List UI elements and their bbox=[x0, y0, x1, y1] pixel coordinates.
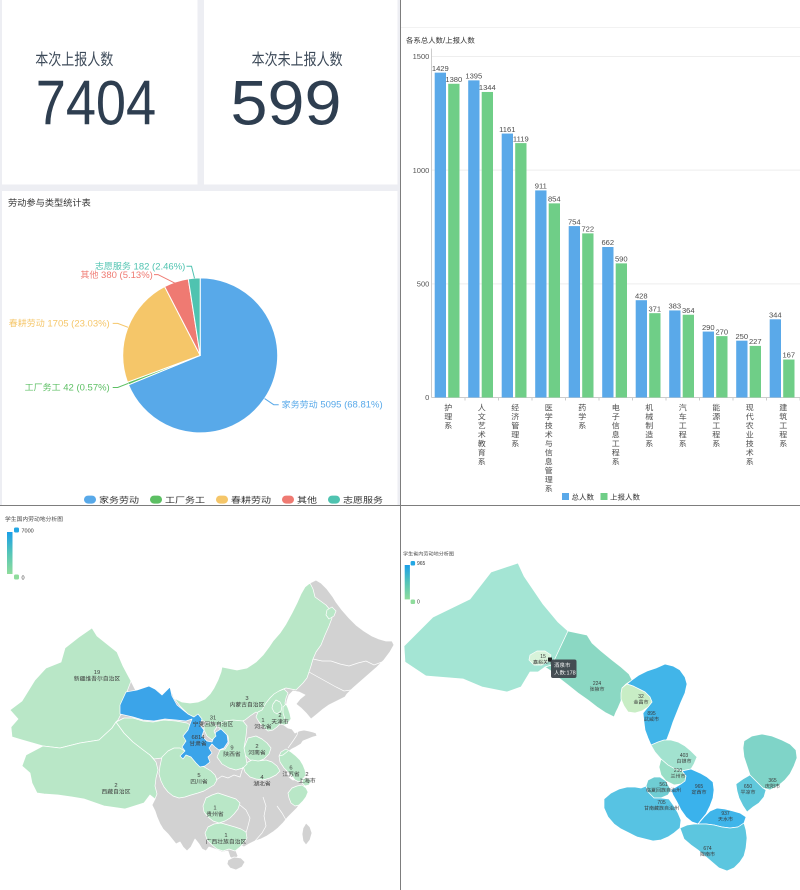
svg-text:224: 224 bbox=[593, 681, 602, 687]
svg-text:290: 290 bbox=[702, 323, 715, 332]
svg-text:722: 722 bbox=[581, 225, 594, 234]
svg-text:7404: 7404 bbox=[36, 69, 157, 139]
svg-text:2: 2 bbox=[255, 744, 258, 750]
svg-text:1395: 1395 bbox=[465, 72, 482, 81]
svg-text:1344: 1344 bbox=[479, 83, 496, 92]
svg-text:1380: 1380 bbox=[445, 75, 462, 84]
svg-text:1705 (23.03%): 1705 (23.03%) bbox=[45, 318, 110, 329]
svg-text:364: 364 bbox=[682, 306, 695, 315]
svg-text:6: 6 bbox=[289, 766, 292, 772]
svg-text:7000: 7000 bbox=[22, 529, 34, 535]
svg-text:561: 561 bbox=[659, 782, 668, 788]
svg-text:31: 31 bbox=[210, 716, 216, 722]
svg-text:0: 0 bbox=[417, 600, 420, 606]
svg-text:1119: 1119 bbox=[513, 134, 529, 143]
svg-text:/: / bbox=[443, 36, 446, 45]
svg-text:167: 167 bbox=[782, 351, 795, 360]
svg-text:1500: 1500 bbox=[413, 52, 430, 61]
svg-text:1429: 1429 bbox=[432, 64, 449, 73]
svg-text:42 (0.57%): 42 (0.57%) bbox=[61, 382, 110, 393]
svg-text:1161: 1161 bbox=[499, 125, 515, 134]
svg-text:5095 (68.81%): 5095 (68.81%) bbox=[318, 400, 383, 411]
svg-text:937: 937 bbox=[721, 811, 730, 817]
svg-text:182 (2.46%): 182 (2.46%) bbox=[131, 261, 185, 272]
svg-text:0: 0 bbox=[22, 576, 25, 582]
svg-text:210: 210 bbox=[674, 768, 683, 774]
svg-text:250: 250 bbox=[735, 332, 748, 341]
svg-text:6814: 6814 bbox=[192, 735, 206, 741]
svg-text:5: 5 bbox=[197, 773, 200, 779]
svg-text:428: 428 bbox=[635, 291, 648, 300]
svg-text:965: 965 bbox=[417, 561, 426, 567]
svg-text:965: 965 bbox=[695, 784, 704, 790]
svg-text:1: 1 bbox=[224, 833, 227, 839]
svg-text:403: 403 bbox=[680, 753, 689, 759]
svg-text:1: 1 bbox=[261, 718, 264, 724]
svg-text:344: 344 bbox=[769, 311, 782, 320]
svg-text:9: 9 bbox=[230, 746, 233, 752]
svg-text:270: 270 bbox=[715, 327, 728, 336]
svg-text:15: 15 bbox=[540, 654, 546, 660]
svg-text:599: 599 bbox=[231, 69, 342, 139]
svg-text:371: 371 bbox=[648, 304, 661, 313]
svg-text:911: 911 bbox=[535, 182, 547, 191]
svg-text:3: 3 bbox=[245, 696, 248, 702]
svg-text:383: 383 bbox=[668, 302, 681, 311]
svg-text:590: 590 bbox=[615, 255, 628, 264]
svg-text:754: 754 bbox=[568, 217, 581, 226]
svg-text:365: 365 bbox=[768, 778, 777, 784]
svg-text:1000: 1000 bbox=[413, 166, 430, 175]
svg-text:19: 19 bbox=[94, 670, 100, 676]
svg-text:500: 500 bbox=[417, 279, 430, 288]
svg-text:854: 854 bbox=[548, 195, 561, 204]
svg-text:662: 662 bbox=[601, 238, 614, 247]
svg-text:2: 2 bbox=[305, 772, 308, 778]
svg-text:1: 1 bbox=[213, 806, 216, 812]
svg-text:4: 4 bbox=[260, 775, 264, 781]
svg-text:705: 705 bbox=[657, 800, 666, 806]
svg-text:2: 2 bbox=[114, 783, 117, 789]
svg-text:380 (5.13%): 380 (5.13%) bbox=[98, 270, 152, 281]
svg-text:895: 895 bbox=[647, 711, 656, 717]
svg-text:650: 650 bbox=[744, 784, 753, 790]
svg-text:227: 227 bbox=[749, 337, 762, 346]
svg-text::178: :178 bbox=[565, 671, 576, 677]
svg-text:32: 32 bbox=[638, 694, 644, 700]
svg-text:2: 2 bbox=[278, 713, 281, 719]
svg-text:0: 0 bbox=[425, 393, 429, 402]
svg-text:674: 674 bbox=[703, 846, 712, 852]
